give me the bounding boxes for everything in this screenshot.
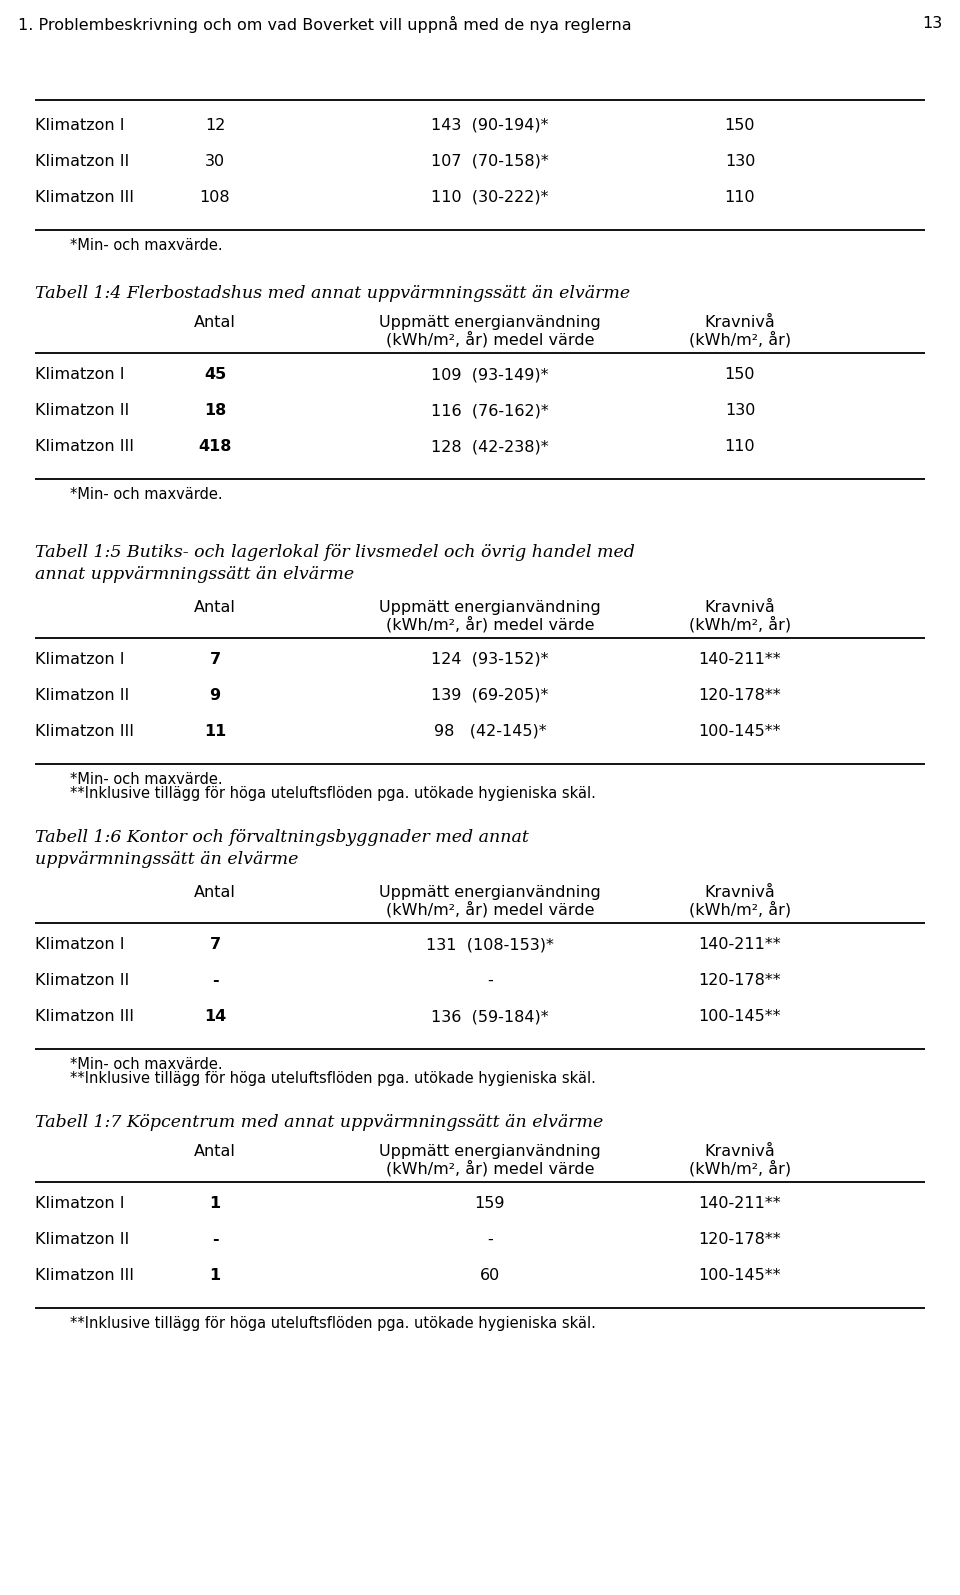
Text: annat uppvärmningssätt än elvärme: annat uppvärmningssätt än elvärme (35, 566, 354, 584)
Text: Klimatzon II: Klimatzon II (35, 687, 130, 703)
Text: 131  (108-153)*: 131 (108-153)* (426, 936, 554, 952)
Text: 418: 418 (199, 439, 231, 455)
Text: 13: 13 (922, 16, 942, 30)
Text: Klimatzon I: Klimatzon I (35, 1196, 125, 1211)
Text: -: - (487, 973, 492, 987)
Text: Tabell 1:5 Butiks- och lagerlokal för livsmedel och övrig handel med: Tabell 1:5 Butiks- och lagerlokal för li… (35, 544, 635, 561)
Text: Klimatzon III: Klimatzon III (35, 1268, 134, 1282)
Text: 159: 159 (475, 1196, 505, 1211)
Text: 98   (42-145)*: 98 (42-145)* (434, 724, 546, 738)
Text: (kWh/m², år): (kWh/m², år) (689, 901, 791, 917)
Text: 100-145**: 100-145** (699, 1268, 781, 1282)
Text: (kWh/m², år): (kWh/m², år) (689, 332, 791, 348)
Text: 140-211**: 140-211** (699, 652, 781, 667)
Text: 107  (70-158)*: 107 (70-158)* (431, 155, 549, 169)
Text: Klimatzon III: Klimatzon III (35, 724, 134, 738)
Text: 1: 1 (209, 1196, 221, 1211)
Text: 143  (90-194)*: 143 (90-194)* (431, 118, 549, 132)
Text: Kravnivå: Kravnivå (705, 885, 776, 900)
Text: 150: 150 (725, 367, 756, 381)
Text: Antal: Antal (194, 600, 236, 616)
Text: 140-211**: 140-211** (699, 936, 781, 952)
Text: 12: 12 (204, 118, 226, 132)
Text: 116  (76-162)*: 116 (76-162)* (431, 404, 549, 418)
Text: 100-145**: 100-145** (699, 1010, 781, 1024)
Text: 110  (30-222)*: 110 (30-222)* (431, 190, 549, 206)
Text: uppvärmningssätt än elvärme: uppvärmningssätt än elvärme (35, 852, 299, 868)
Text: 150: 150 (725, 118, 756, 132)
Text: 120-178**: 120-178** (699, 973, 781, 987)
Text: 7: 7 (209, 652, 221, 667)
Text: Uppmätt energianvändning: Uppmätt energianvändning (379, 885, 601, 900)
Text: Klimatzon III: Klimatzon III (35, 1010, 134, 1024)
Text: *Min- och maxvärde.: *Min- och maxvärde. (70, 772, 223, 786)
Text: Antal: Antal (194, 885, 236, 900)
Text: 109  (93-149)*: 109 (93-149)* (431, 367, 549, 381)
Text: 124  (93-152)*: 124 (93-152)* (431, 652, 549, 667)
Text: Klimatzon II: Klimatzon II (35, 155, 130, 169)
Text: (kWh/m², år) medel värde: (kWh/m², år) medel värde (386, 332, 594, 348)
Text: Tabell 1:4 Flerbostadshus med annat uppvärmningssätt än elvärme: Tabell 1:4 Flerbostadshus med annat uppv… (35, 286, 630, 301)
Text: 140-211**: 140-211** (699, 1196, 781, 1211)
Text: 45: 45 (204, 367, 227, 381)
Text: 108: 108 (200, 190, 230, 206)
Text: **Inklusive tillägg för höga uteluftsflöden pga. utökade hygieniska skäl.: **Inklusive tillägg för höga uteluftsflö… (70, 1070, 596, 1086)
Text: 14: 14 (204, 1010, 227, 1024)
Text: Klimatzon II: Klimatzon II (35, 973, 130, 987)
Text: Uppmätt energianvändning: Uppmätt energianvändning (379, 314, 601, 330)
Text: Uppmätt energianvändning: Uppmätt energianvändning (379, 1144, 601, 1160)
Text: (kWh/m², år) medel värde: (kWh/m², år) medel värde (386, 901, 594, 917)
Text: 1. Problembeskrivning och om vad Boverket vill uppnå med de nya reglerna: 1. Problembeskrivning och om vad Boverke… (18, 16, 632, 33)
Text: Tabell 1:6 Kontor och förvaltningsbyggnader med annat: Tabell 1:6 Kontor och förvaltningsbyggna… (35, 829, 529, 845)
Text: (kWh/m², år) medel värde: (kWh/m², år) medel värde (386, 616, 594, 633)
Text: 110: 110 (725, 439, 756, 455)
Text: Klimatzon III: Klimatzon III (35, 439, 134, 455)
Text: *Min- och maxvärde.: *Min- och maxvärde. (70, 238, 223, 254)
Text: 136  (59-184)*: 136 (59-184)* (431, 1010, 549, 1024)
Text: Kravnivå: Kravnivå (705, 600, 776, 616)
Text: -: - (212, 973, 218, 987)
Text: **Inklusive tillägg för höga uteluftsflöden pga. utökade hygieniska skäl.: **Inklusive tillägg för höga uteluftsflö… (70, 786, 596, 801)
Text: 139  (69-205)*: 139 (69-205)* (431, 687, 549, 703)
Text: 130: 130 (725, 155, 756, 169)
Text: (kWh/m², år): (kWh/m², år) (689, 616, 791, 633)
Text: 30: 30 (204, 155, 225, 169)
Text: Klimatzon II: Klimatzon II (35, 1231, 130, 1247)
Text: (kWh/m², år) medel värde: (kWh/m², år) medel värde (386, 1160, 594, 1177)
Text: *Min- och maxvärde.: *Min- och maxvärde. (70, 1057, 223, 1072)
Text: -: - (212, 1231, 218, 1247)
Text: 120-178**: 120-178** (699, 687, 781, 703)
Text: Antal: Antal (194, 314, 236, 330)
Text: 110: 110 (725, 190, 756, 206)
Text: 100-145**: 100-145** (699, 724, 781, 738)
Text: Tabell 1:7 Köpcentrum med annat uppvärmningssätt än elvärme: Tabell 1:7 Köpcentrum med annat uppvärmn… (35, 1113, 603, 1131)
Text: *Min- och maxvärde.: *Min- och maxvärde. (70, 486, 223, 502)
Text: 9: 9 (209, 687, 221, 703)
Text: Klimatzon II: Klimatzon II (35, 404, 130, 418)
Text: Kravnivå: Kravnivå (705, 314, 776, 330)
Text: 130: 130 (725, 404, 756, 418)
Text: 11: 11 (204, 724, 227, 738)
Text: Klimatzon III: Klimatzon III (35, 190, 134, 206)
Text: 18: 18 (204, 404, 227, 418)
Text: Kravnivå: Kravnivå (705, 1144, 776, 1160)
Text: Klimatzon I: Klimatzon I (35, 652, 125, 667)
Text: -: - (487, 1231, 492, 1247)
Text: 1: 1 (209, 1268, 221, 1282)
Text: Klimatzon I: Klimatzon I (35, 118, 125, 132)
Text: 120-178**: 120-178** (699, 1231, 781, 1247)
Text: 60: 60 (480, 1268, 500, 1282)
Text: Uppmätt energianvändning: Uppmätt energianvändning (379, 600, 601, 616)
Text: 128  (42-238)*: 128 (42-238)* (431, 439, 549, 455)
Text: **Inklusive tillägg för höga uteluftsflöden pga. utökade hygieniska skäl.: **Inklusive tillägg för höga uteluftsflö… (70, 1316, 596, 1330)
Text: Klimatzon I: Klimatzon I (35, 367, 125, 381)
Text: Klimatzon I: Klimatzon I (35, 936, 125, 952)
Text: Antal: Antal (194, 1144, 236, 1160)
Text: 7: 7 (209, 936, 221, 952)
Text: (kWh/m², år): (kWh/m², år) (689, 1160, 791, 1177)
